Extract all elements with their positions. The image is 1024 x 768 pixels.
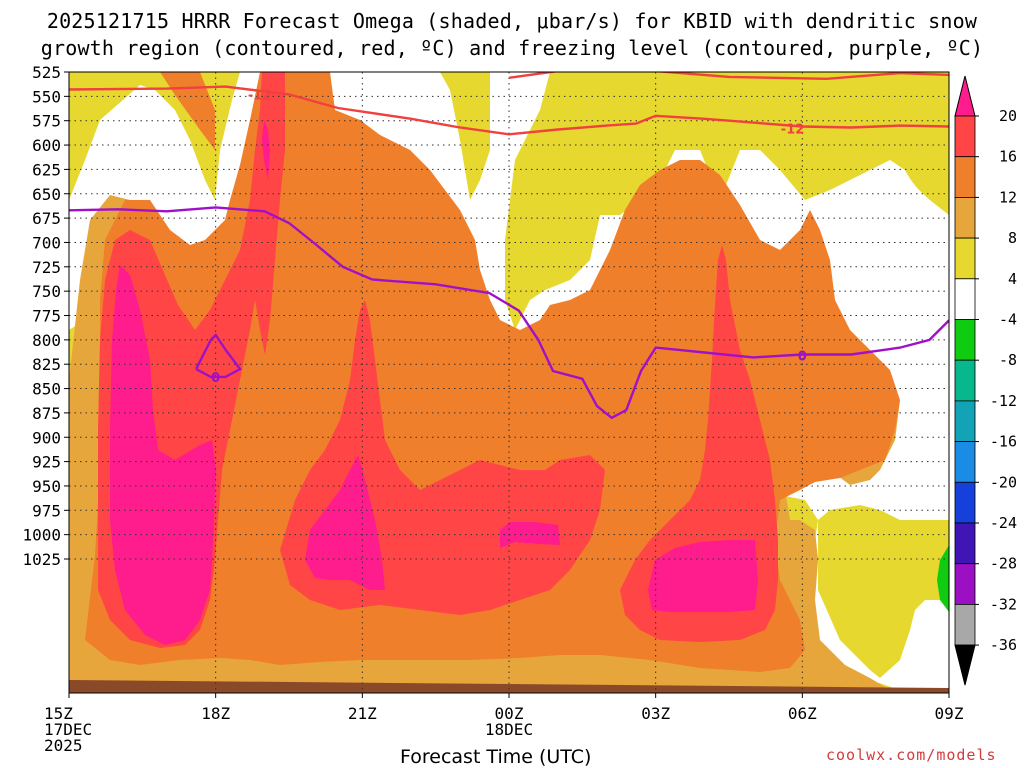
y-tick-label: 850 [32,380,61,399]
chart-title-line-2: growth region (contoured, red, ºC) and f… [40,36,984,60]
y-tick-label: 775 [32,307,61,326]
contour-line-3 [195,333,242,379]
y-tick-label: 975 [32,501,61,520]
y-tick-label: 550 [32,87,61,106]
colorbar-segment [954,115,976,158]
y-tick-label: 625 [32,160,61,179]
y-tick-label: 825 [32,355,61,374]
colorbar-segment [954,400,976,442]
contour-label: 0 [798,349,807,364]
y-tick-label: 700 [32,233,61,252]
credit-link[interactable]: coolwx.com/models [826,746,997,764]
colorbar-label: -12 [990,392,1017,410]
y-tick-label: 1025 [22,550,61,569]
colorbar-label: -16 [990,433,1017,451]
colorbar-segment [954,156,976,198]
contour-line-1 [508,72,949,81]
contours: -12 -12 0 0 [69,72,949,420]
colorbar-label: -32 [990,595,1017,613]
contour-label: 0 [211,371,220,386]
colorbar-segment [954,441,976,483]
colorbar-segment [954,481,976,524]
y-tick-label: 1000 [22,526,61,545]
plot-area: -12 -12 0 0 [69,72,949,693]
colorbar-label: -28 [990,555,1017,573]
contour-label: -12 [248,88,272,103]
colorbar-segment [954,278,976,320]
x-tick-label: 15Z [44,704,73,723]
colorbar-label: -24 [990,514,1017,532]
y-tick-label: 800 [32,331,61,350]
terrain-fill [69,680,949,693]
x-tick-label: 00Z [495,704,524,723]
colorbar-label: 12 [999,188,1017,206]
y-tick-label: 750 [32,282,61,301]
x-tick-label: 09Z [935,704,964,723]
x-tick-label: 18Z [201,704,230,723]
omega-fill-20 [110,120,758,645]
y-tick-label: 650 [32,185,61,204]
omega-fill-16 [98,72,778,648]
colorbar-label: -36 [990,636,1017,654]
colorbar-segment [954,522,976,565]
gridlines [69,72,949,693]
y-tick-label: 950 [32,477,61,496]
y-axis: 525 550 575 600 625 650 675 700 725 750 775 800 825 8… [22,63,69,569]
colorbar-label: 20 [999,107,1017,125]
chart-title: 2025121715 HRRR Forecast Omega (shaded, … [0,8,1024,62]
colorbar-label: 4 [1008,270,1017,288]
omega-shaded-field [69,72,949,693]
chart-title-line-1: 2025121715 HRRR Forecast Omega (shaded, … [46,9,978,33]
colorbar-segment [954,359,976,402]
omega-fill-neg8 [937,545,949,612]
colorbar-label: -8 [999,351,1017,369]
contour-label: -12 [781,122,805,137]
colorbar-segment [954,196,976,239]
colorbar-label: -20 [990,473,1017,491]
x-tick-label: 18DEC [485,720,533,739]
y-tick-label: 925 [32,453,61,472]
colorbar-segment [954,319,976,361]
contour-line-0 [69,85,949,136]
x-tick-label: 06Z [788,704,817,723]
colorbar-segment [954,604,976,646]
y-tick-label: 725 [32,258,61,277]
x-tick-label: 2025 [44,736,83,755]
colorbar-label: 8 [1008,229,1017,247]
colorbar-top-arrow [954,75,976,117]
colorbar-bottom-arrow [954,644,976,686]
colorbar-segment [954,237,976,280]
x-tick-label: 17DEC [44,720,92,739]
colorbar-segment [954,563,976,605]
y-tick-label: 875 [32,404,61,423]
colorbar-label: -4 [999,311,1017,329]
y-tick-label: 600 [32,136,61,155]
contour-line-2 [69,206,949,420]
y-tick-label: 675 [32,209,61,228]
y-tick-label: 525 [32,63,61,82]
x-axis-label: Forecast Time (UTC) [400,746,592,768]
colorbar-label: 16 [999,148,1017,166]
x-tick-label: 03Z [641,704,670,723]
y-tick-label: 575 [32,112,61,131]
y-tick-label: 900 [32,428,61,447]
colorbar: 20 16 12 8 4 -4 -8 -12 -16 -20 -24 -28 -32 -36 [954,75,1017,686]
x-tick-label: 21Z [348,704,377,723]
